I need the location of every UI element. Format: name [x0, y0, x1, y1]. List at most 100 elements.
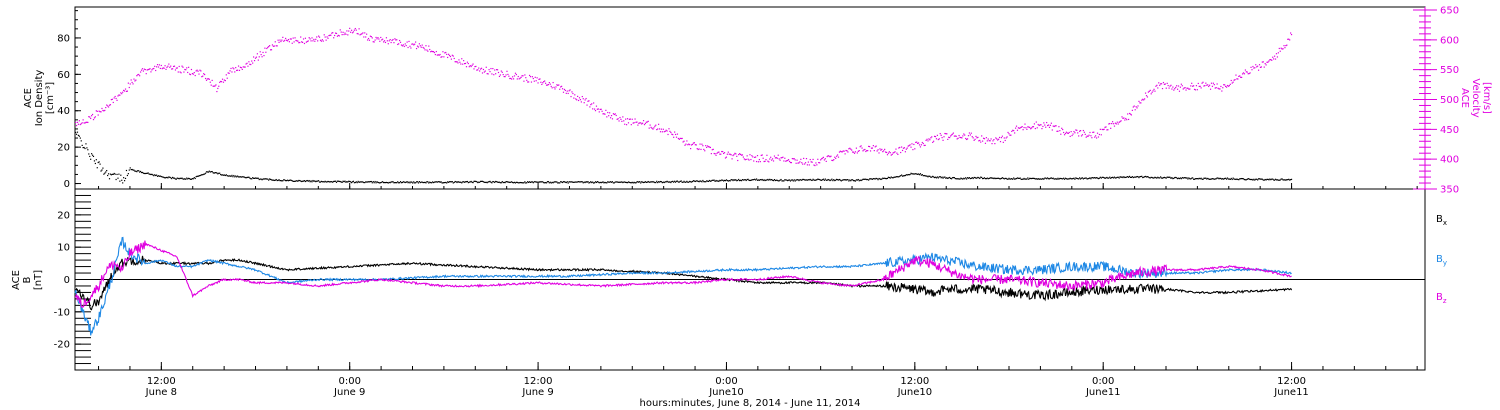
density-point — [835, 179, 837, 181]
velocity-point — [1256, 66, 1258, 68]
velocity-point — [152, 68, 154, 70]
density-point — [153, 175, 155, 177]
density-point — [1041, 178, 1043, 180]
field-axis-title-line2: B — [22, 276, 33, 283]
density-point — [399, 181, 402, 183]
velocity-point — [409, 45, 411, 47]
velocity-point — [794, 159, 796, 161]
velocity-point — [1133, 105, 1135, 107]
density-point — [1217, 177, 1219, 179]
density-point — [607, 181, 609, 183]
velocity-point — [918, 144, 921, 146]
density-point — [354, 181, 356, 184]
density-point — [596, 181, 598, 183]
density-point — [274, 179, 276, 181]
velocity-point — [733, 154, 735, 156]
density-point — [1258, 178, 1261, 180]
velocity-point — [1202, 81, 1204, 83]
density-point — [816, 179, 818, 181]
density-point — [1221, 178, 1223, 180]
velocity-point — [325, 39, 327, 41]
velocity-point — [480, 67, 483, 69]
velocity-point — [581, 95, 583, 98]
density-point — [1157, 176, 1159, 178]
density-point — [837, 179, 840, 181]
density-point — [304, 180, 307, 183]
density-point — [377, 181, 379, 184]
density-point — [1289, 179, 1291, 181]
velocity-point — [1033, 123, 1036, 125]
density-point — [552, 182, 554, 184]
density-point — [198, 175, 200, 177]
density-point — [325, 181, 327, 183]
velocity-point — [860, 145, 862, 147]
density-point — [164, 177, 166, 179]
density-point — [385, 181, 388, 184]
density-point — [620, 181, 622, 183]
density-point — [917, 173, 919, 175]
velocity-point — [770, 156, 772, 158]
velocity-point — [769, 158, 771, 160]
velocity-point — [1066, 132, 1068, 134]
velocity-point — [189, 73, 192, 76]
density-point — [116, 173, 118, 176]
density-point — [952, 176, 955, 179]
density-point — [139, 170, 142, 173]
velocity-point — [1160, 83, 1162, 85]
velocity-point — [493, 74, 495, 76]
velocity-point — [991, 143, 993, 145]
velocity-point — [270, 49, 273, 51]
velocity-point — [950, 134, 953, 136]
velocity-point — [578, 97, 581, 99]
density-point — [637, 181, 639, 183]
density-point — [418, 181, 420, 183]
velocity-point — [1065, 131, 1068, 133]
velocity-point — [824, 158, 826, 160]
velocity-point — [606, 116, 608, 118]
velocity-point — [568, 90, 570, 92]
density-point — [594, 181, 597, 183]
density-point — [248, 176, 250, 178]
velocity-point — [148, 68, 150, 70]
velocity-point — [232, 67, 234, 69]
density-point — [350, 182, 353, 184]
velocity-point — [561, 88, 564, 90]
density-point — [1029, 177, 1031, 179]
density-point — [831, 178, 833, 180]
density-point — [1243, 178, 1246, 181]
density-point — [1046, 178, 1048, 180]
velocity-point — [537, 82, 539, 84]
density-point — [1202, 178, 1204, 181]
density-point — [420, 181, 422, 183]
velocity-point — [546, 84, 549, 86]
density-point — [1137, 176, 1139, 178]
velocity-point — [94, 116, 96, 118]
density-point — [609, 181, 612, 183]
velocity-point — [294, 37, 296, 39]
velocity-point — [1262, 61, 1264, 63]
velocity-point — [1274, 58, 1277, 60]
density-point — [1259, 178, 1262, 180]
velocity-point — [831, 159, 833, 162]
velocity-point — [1269, 59, 1271, 61]
density-point — [283, 179, 285, 181]
velocity-point — [226, 77, 228, 79]
density-point — [884, 177, 886, 179]
density-point — [871, 178, 874, 180]
velocity-point — [739, 153, 742, 156]
velocity-point — [970, 132, 972, 134]
velocity-point — [149, 68, 151, 70]
density-point — [843, 179, 845, 181]
velocity-point — [1089, 131, 1091, 134]
density-point — [949, 176, 951, 179]
field-tick-label: 10 — [57, 243, 70, 254]
velocity-point — [421, 44, 423, 46]
velocity-point — [1174, 88, 1176, 90]
density-point — [1260, 178, 1263, 180]
density-point — [885, 177, 887, 180]
velocity-point — [93, 117, 96, 119]
velocity-point — [608, 115, 610, 117]
velocity-point — [158, 64, 161, 66]
velocity-point — [1229, 83, 1231, 85]
density-point — [192, 178, 194, 180]
